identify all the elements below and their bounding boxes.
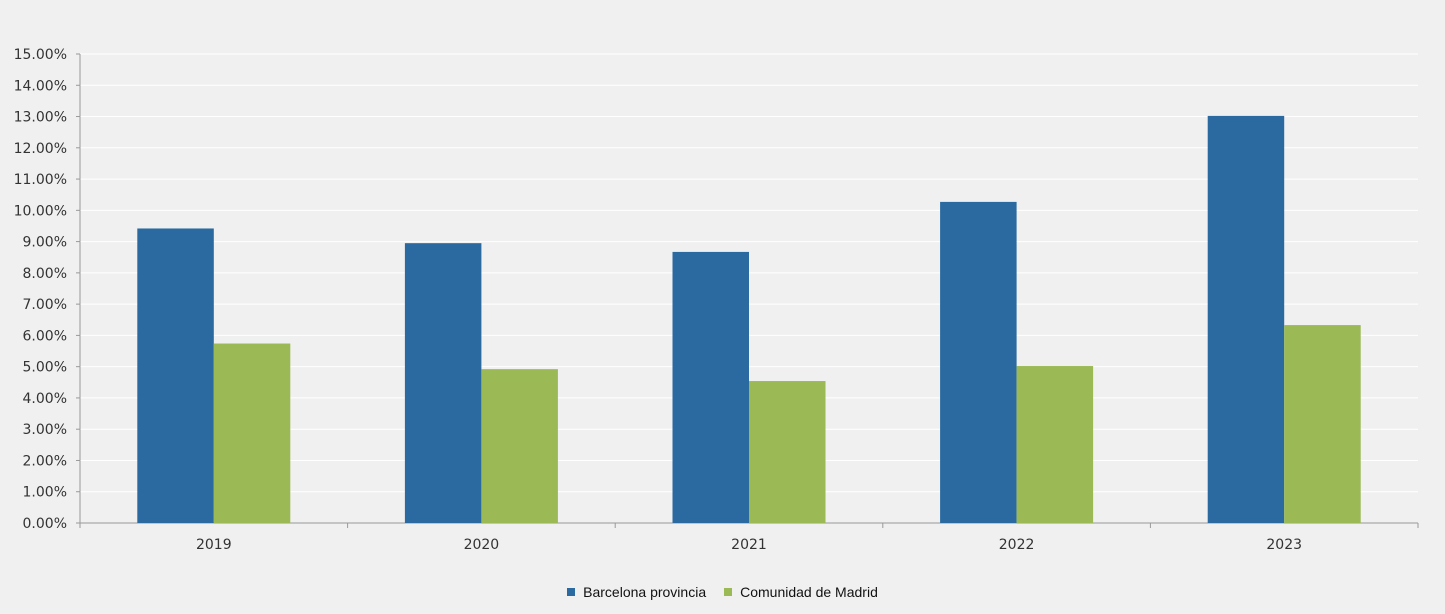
legend-swatch (567, 588, 576, 596)
bar-2020-0 (404, 243, 482, 523)
x-tick-label: 2020 (464, 537, 500, 553)
bar-2022-1 (1016, 366, 1094, 523)
bar-2022-0 (940, 201, 1017, 523)
legend-label: Comunidad de Madrid (740, 584, 878, 600)
y-tick-label: 6.00% (23, 328, 67, 344)
y-tick-label: 12.00% (14, 141, 67, 157)
y-tick-label: 4.00% (23, 391, 67, 407)
y-tick-label: 11.00% (14, 172, 67, 188)
legend-swatch (724, 588, 733, 596)
y-tick-label: 10.00% (14, 203, 67, 219)
x-tick-label: 2023 (1266, 537, 1302, 553)
legend-label: Barcelona provincia (583, 584, 707, 600)
y-tick-label: 5.00% (23, 360, 67, 376)
y-tick-label: 15.00% (14, 47, 67, 63)
x-tick-label: 2019 (196, 537, 232, 553)
bar-2020-1 (481, 369, 558, 523)
y-tick-label: 1.00% (23, 485, 67, 501)
y-tick-label: 13.00% (14, 110, 67, 126)
legend: Barcelona provincia Comunidad de Madrid (0, 584, 1445, 600)
bar-2023-1 (1284, 325, 1361, 523)
y-tick-label: 3.00% (23, 422, 67, 438)
y-tick-label: 8.00% (23, 266, 67, 282)
bar-chart: 0.00% 1.00% 2.00% 3.00% 4.00% 5.00% 6.00% 7.00%… (14, 47, 1419, 553)
bar-2023-0 (1207, 115, 1285, 524)
bar-2019-0 (137, 228, 214, 523)
legend-item: Comunidad de Madrid (724, 584, 878, 600)
bar-2021-1 (749, 381, 826, 523)
y-tick-label: 9.00% (23, 235, 67, 251)
bar-2021-0 (672, 251, 749, 523)
x-tick-label: 2021 (731, 537, 767, 553)
legend-item: Barcelona provincia (567, 584, 706, 600)
y-tick-label: 14.00% (14, 78, 67, 94)
y-tick-label: 2.00% (23, 453, 67, 469)
x-tick-label: 2022 (999, 537, 1035, 553)
y-tick-label: 0.00% (23, 516, 67, 532)
bar-2019-1 (213, 343, 291, 523)
y-tick-label: 7.00% (23, 297, 67, 313)
